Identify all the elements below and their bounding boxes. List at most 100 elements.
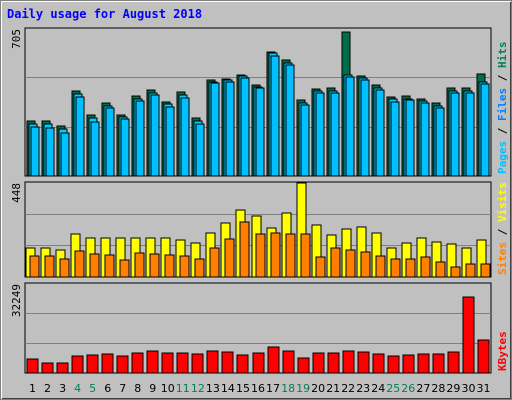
x-tick-label-17: 17 [266, 382, 280, 395]
bar-kbytes-day-19 [297, 357, 310, 374]
legend-entry-hits-files-pages-4: Hits [496, 42, 509, 69]
bar-pages-day-3 [60, 132, 70, 177]
bar-sites-day-13 [209, 247, 220, 278]
x-tick-label-25: 25 [386, 382, 400, 395]
bar-pages-day-21 [330, 92, 340, 177]
bar-kbytes-day-20 [312, 352, 325, 374]
bar-pages-day-24 [375, 89, 385, 177]
bar-pages-day-10 [165, 106, 175, 177]
x-tick-label-1: 1 [29, 382, 36, 395]
bar-kbytes-day-30 [462, 296, 475, 374]
bar-pages-day-16 [255, 87, 265, 177]
bar-kbytes-day-11 [176, 352, 189, 374]
legend-entry-visits-sites-0: Sites [496, 242, 509, 275]
bar-sites-day-16 [255, 233, 266, 278]
x-tick-label-10: 10 [161, 382, 175, 395]
x-tick-label-23: 23 [356, 382, 370, 395]
bar-kbytes-day-15 [236, 354, 249, 374]
bar-sites-day-24 [375, 255, 386, 278]
bar-kbytes-day-1 [26, 358, 39, 374]
bar-sites-day-15 [239, 221, 250, 278]
x-tick-label-15: 15 [236, 382, 250, 395]
x-tick-label-5: 5 [89, 382, 96, 395]
chart-title: Daily usage for August 2018 [7, 7, 203, 21]
bar-sites-day-7 [119, 259, 130, 278]
bar-pages-day-23 [360, 79, 370, 177]
bar-kbytes-day-25 [387, 355, 400, 374]
bar-pages-day-17 [270, 55, 280, 177]
bar-kbytes-day-21 [327, 352, 340, 374]
legend-entry-hits-files-pages-3: / [496, 68, 509, 88]
bar-kbytes-day-31 [477, 339, 490, 374]
bar-sites-day-2 [44, 255, 55, 278]
bar-kbytes-day-4 [71, 355, 84, 374]
bar-sites-day-1 [29, 255, 40, 278]
bar-sites-day-27 [420, 256, 431, 278]
bar-sites-day-19 [300, 233, 311, 278]
bar-pages-day-4 [75, 96, 85, 177]
bar-kbytes-day-29 [447, 351, 460, 374]
bar-kbytes-day-24 [372, 353, 385, 374]
bar-sites-day-3 [59, 258, 70, 278]
x-tick-label-26: 26 [401, 382, 415, 395]
bar-sites-day-23 [360, 251, 371, 278]
y-max-label-visits-sites: 448 [10, 183, 23, 203]
bar-kbytes-day-9 [146, 350, 159, 374]
x-tick-label-16: 16 [251, 382, 265, 395]
bar-pages-day-25 [390, 101, 400, 177]
bar-sites-day-6 [104, 254, 115, 278]
bar-pages-day-5 [90, 121, 100, 177]
bar-sites-day-28 [435, 261, 446, 278]
bar-pages-day-12 [195, 123, 205, 177]
bar-sites-day-5 [89, 253, 100, 278]
bar-kbytes-day-2 [41, 362, 54, 374]
x-tick-label-30: 30 [462, 382, 476, 395]
bar-pages-day-14 [225, 81, 235, 177]
bar-sites-day-17 [270, 232, 281, 278]
bar-kbytes-day-3 [56, 362, 69, 374]
x-tick-label-8: 8 [134, 382, 141, 395]
bar-pages-day-31 [480, 83, 490, 177]
bar-kbytes-day-7 [116, 355, 129, 374]
bar-kbytes-day-8 [131, 352, 144, 374]
bar-sites-day-18 [285, 233, 296, 278]
bar-kbytes-day-23 [357, 351, 370, 374]
bar-sites-day-21 [330, 247, 341, 278]
legend-kbytes: KBytes [496, 331, 509, 371]
bar-pages-day-19 [300, 104, 310, 177]
x-tick-label-11: 11 [176, 382, 190, 395]
x-tick-label-19: 19 [296, 382, 310, 395]
x-tick-label-12: 12 [191, 382, 205, 395]
x-tick-label-31: 31 [477, 382, 491, 395]
bar-pages-day-29 [450, 92, 460, 177]
bar-pages-day-20 [315, 92, 325, 177]
bar-pages-day-26 [405, 99, 415, 177]
x-tick-label-7: 7 [119, 382, 126, 395]
bar-pages-day-7 [120, 118, 130, 177]
x-tick-label-14: 14 [221, 382, 235, 395]
bar-kbytes-day-13 [206, 350, 219, 374]
bar-pages-day-22 [345, 76, 355, 177]
bar-sites-day-20 [315, 256, 326, 278]
x-tick-label-6: 6 [104, 382, 111, 395]
bar-pages-day-2 [45, 127, 55, 177]
bar-kbytes-day-14 [221, 351, 234, 374]
x-tick-label-18: 18 [281, 382, 295, 395]
bar-pages-day-13 [210, 82, 220, 177]
bar-kbytes-day-22 [342, 350, 355, 374]
bar-pages-day-15 [240, 77, 250, 177]
bar-kbytes-day-6 [101, 353, 114, 374]
bar-sites-day-25 [390, 258, 401, 278]
bar-sites-day-12 [194, 258, 205, 278]
bar-kbytes-day-5 [86, 354, 99, 374]
bar-kbytes-day-17 [267, 346, 280, 374]
bar-kbytes-day-12 [191, 353, 204, 374]
legend-hits-files-pages: Pages / Files / Hits [496, 42, 509, 175]
legend-visits-sites: Sites / Visits [496, 182, 509, 275]
bar-pages-day-9 [150, 94, 160, 177]
bar-sites-day-8 [134, 252, 145, 278]
legend-entry-hits-files-pages-0: Pages [496, 141, 509, 174]
bar-pages-day-18 [285, 64, 295, 177]
bar-kbytes-day-26 [402, 354, 415, 374]
